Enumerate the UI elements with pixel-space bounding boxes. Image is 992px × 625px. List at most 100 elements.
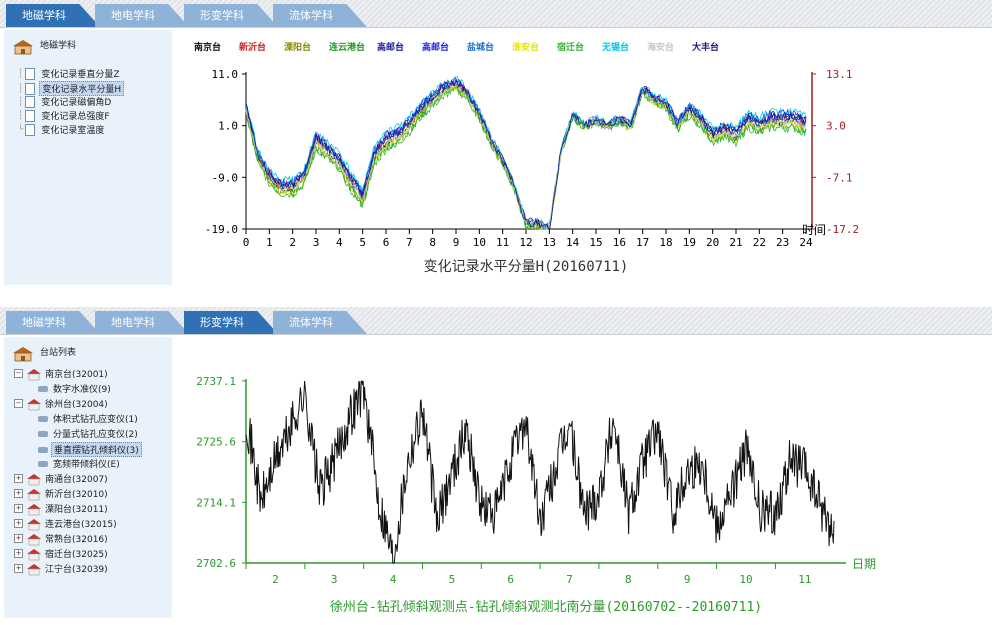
tree-item[interactable]: └ 变化记录室温度: [18, 123, 105, 136]
station-label: 徐州台(32004): [45, 400, 108, 410]
station-label: 新沂台(32010): [45, 490, 108, 500]
instrument-node[interactable]: 分量式钻孔应变仪(2): [38, 427, 140, 440]
x-tick-label: 24: [799, 236, 813, 249]
tab-geoelectric[interactable]: 地电学科: [95, 311, 189, 334]
station-node[interactable]: − 南京台(32001): [14, 367, 110, 381]
y-tick-label-left: -9.0: [212, 171, 239, 184]
x-tick-label: 8: [429, 236, 436, 249]
legend-item[interactable]: 大丰台: [692, 43, 720, 53]
expand-toggle-icon[interactable]: −: [14, 369, 23, 378]
y-tick-label-right: -7.1: [826, 171, 853, 184]
station-icon: [26, 518, 41, 531]
station-node[interactable]: + 宿迁台(32025): [14, 547, 110, 561]
x-tick-label: 6: [507, 573, 514, 586]
legend-item[interactable]: 无锡台: [602, 43, 630, 53]
expand-toggle-icon[interactable]: +: [14, 504, 23, 513]
station-label: 江宁台(32039): [45, 565, 108, 575]
x-tick-label: 14: [566, 236, 580, 249]
tab-fluid[interactable]: 流体学科: [273, 4, 367, 27]
tab-bar: 地磁学科 地电学科 形变学科 流体学科: [0, 0, 992, 28]
instrument-node[interactable]: 数字水准仪(9): [38, 382, 113, 395]
tree-item-label: 变化记录总强度F: [41, 112, 110, 122]
x-tick-label: 13: [543, 236, 556, 249]
legend-item[interactable]: 新沂台: [239, 43, 267, 53]
station-node[interactable]: − 徐州台(32004): [14, 397, 110, 411]
expand-toggle-icon[interactable]: +: [14, 474, 23, 483]
y-tick-label-right: 3.0: [826, 120, 846, 133]
x-axis-label: 时间: [802, 223, 826, 237]
x-tick-label: 19: [683, 236, 696, 249]
tab-bar: 地磁学科 地电学科 形变学科 流体学科: [0, 307, 992, 335]
legend-item[interactable]: 高邮台: [422, 43, 450, 53]
instrument-icon: [38, 460, 48, 467]
document-icon: [25, 95, 36, 108]
expand-toggle-icon[interactable]: +: [14, 564, 23, 573]
x-tick-label: 22: [753, 236, 766, 249]
station-node[interactable]: + 江宁台(32039): [14, 562, 110, 576]
x-tick-label: 23: [776, 236, 789, 249]
x-tick-label: 11: [798, 573, 811, 586]
x-tick-label: 16: [613, 236, 626, 249]
tab-fluid[interactable]: 流体学科: [273, 311, 367, 334]
instrument-node[interactable]: 垂直摆钻孔倾斜仪(3): [38, 442, 142, 457]
geomagnetic-panel: 地磁学科 地电学科 形变学科 流体学科 地磁学科 ┆ 变化记录垂直分量Z ┆ 变…: [0, 0, 992, 290]
station-node[interactable]: + 连云港台(32015): [14, 517, 119, 531]
station-node[interactable]: + 常熟台(32016): [14, 532, 110, 546]
expand-toggle-icon[interactable]: +: [14, 519, 23, 528]
expand-toggle-icon[interactable]: +: [14, 489, 23, 498]
x-axis-label: 日期: [852, 557, 876, 571]
station-icon: [26, 368, 41, 381]
expand-toggle-icon[interactable]: +: [14, 534, 23, 543]
station-label: 溧阳台(32011): [45, 505, 108, 515]
tree-item[interactable]: ┆ 变化记录磁偏角D: [18, 95, 112, 108]
station-icon: [26, 548, 41, 561]
x-tick-label: 20: [706, 236, 719, 249]
series-line: [245, 76, 807, 231]
y-tick-label-right: 13.1: [826, 68, 853, 81]
station-label: 南通台(32007): [45, 475, 108, 485]
house-icon: [12, 346, 33, 362]
tree-root[interactable]: 地磁学科: [12, 38, 76, 55]
tab-geomagnetic[interactable]: 地磁学科: [6, 4, 100, 27]
expand-toggle-icon[interactable]: −: [14, 399, 23, 408]
document-icon: [25, 67, 36, 80]
legend-item[interactable]: 盐城台: [467, 43, 495, 53]
station-icon: [26, 503, 41, 516]
document-icon: [25, 82, 36, 95]
legend-item[interactable]: 宿迁台: [557, 43, 585, 53]
legend-item[interactable]: 南京台: [194, 43, 222, 53]
legend-item[interactable]: 淮安台: [512, 43, 540, 53]
tree-root[interactable]: 台站列表: [12, 345, 76, 362]
tree-item[interactable]: ┆ 变化记录总强度F: [18, 109, 110, 122]
x-tick-label: 4: [336, 236, 343, 249]
subject-tree: 地磁学科 ┆ 变化记录垂直分量Z ┆ 变化记录水平分量H ┆ 变化记录磁偏角D …: [4, 30, 172, 285]
station-tree: 台站列表 − 南京台(32001) 数字水准仪(9) − 徐州台(32004) 体积式钻孔…: [4, 337, 172, 618]
tree-item-label: 变化记录水平分量H: [39, 81, 125, 96]
x-tick-label: 0: [243, 236, 250, 249]
tab-geoelectric[interactable]: 地电学科: [95, 4, 189, 27]
tab-deformation[interactable]: 形变学科: [184, 4, 278, 27]
series-line: [245, 82, 807, 230]
document-icon: [25, 109, 36, 122]
series-line: [245, 87, 807, 230]
station-icon: [26, 398, 41, 411]
tab-deformation[interactable]: 形变学科: [184, 311, 278, 334]
legend-item[interactable]: 溧阳台: [284, 43, 312, 53]
chart-title: 徐州台-钻孔倾斜观测点-钻孔倾斜观测北南分量(20160702--2016071…: [330, 599, 762, 615]
deformation-panel: 地磁学科 地电学科 形变学科 流体学科 台站列表 − 南京台(32001) 数字水准…: [0, 307, 992, 621]
station-node[interactable]: + 南通台(32007): [14, 472, 110, 486]
tree-item[interactable]: ┆ 变化记录垂直分量Z: [18, 67, 120, 80]
instrument-node[interactable]: 体积式钻孔应变仪(1): [38, 412, 140, 425]
expand-toggle-icon[interactable]: +: [14, 549, 23, 558]
y-tick-label: 2737.1: [196, 375, 236, 388]
tab-geomagnetic[interactable]: 地磁学科: [6, 311, 100, 334]
legend-item[interactable]: 海安台: [647, 43, 675, 53]
legend-item[interactable]: 高邮台: [377, 43, 405, 53]
instrument-node[interactable]: 宽频带倾斜仪(E): [38, 457, 122, 470]
legend-item[interactable]: 连云港台: [329, 43, 366, 53]
tree-item-selected[interactable]: ┆ 变化记录水平分量H: [18, 81, 125, 96]
station-node[interactable]: + 新沂台(32010): [14, 487, 110, 501]
chart-1-svg: 11.01.0-9.0-19.013.13.0-7.1-17.20 1 2 3 4 5 6 7…: [205, 68, 859, 275]
station-node[interactable]: + 溧阳台(32011): [14, 502, 110, 516]
x-tick-label: 3: [313, 236, 320, 249]
